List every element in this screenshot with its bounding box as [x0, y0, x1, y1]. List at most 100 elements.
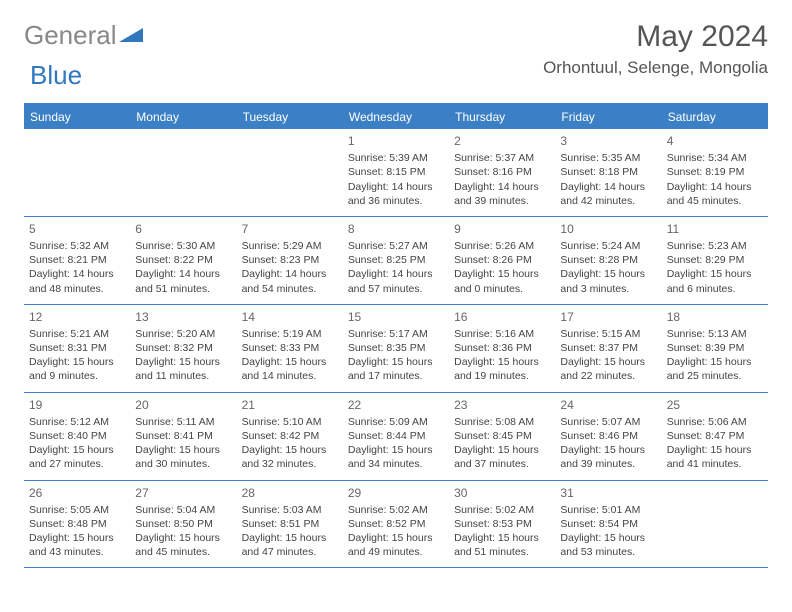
- sunrise-line: Sunrise: 5:06 AM: [667, 415, 763, 429]
- day-cell: [662, 481, 768, 568]
- sunrise-line: Sunrise: 5:03 AM: [242, 503, 338, 517]
- daylight-line: Daylight: 15 hours and 27 minutes.: [29, 443, 125, 471]
- weekday-header-cell: Thursday: [449, 105, 555, 129]
- weekday-header-cell: Monday: [130, 105, 236, 129]
- day-cell: 18Sunrise: 5:13 AMSunset: 8:39 PMDayligh…: [662, 305, 768, 392]
- week-row: 19Sunrise: 5:12 AMSunset: 8:40 PMDayligh…: [24, 393, 768, 481]
- day-cell: 11Sunrise: 5:23 AMSunset: 8:29 PMDayligh…: [662, 217, 768, 304]
- daylight-line: Daylight: 14 hours and 39 minutes.: [454, 180, 550, 208]
- day-cell: 7 Sunrise: 5:29 AMSunset: 8:23 PMDaylight…: [237, 217, 343, 304]
- day-cell: 10Sunrise: 5:24 AMSunset: 8:28 PMDayligh…: [555, 217, 661, 304]
- sunrise-line: Sunrise: 5:12 AM: [29, 415, 125, 429]
- day-number: 2: [454, 133, 550, 149]
- day-number: 20: [135, 397, 231, 413]
- daylight-line: Daylight: 14 hours and 42 minutes.: [560, 180, 656, 208]
- weekday-header-cell: Wednesday: [343, 105, 449, 129]
- location-text: Orhontuul, Selenge, Mongolia: [543, 58, 768, 78]
- sunset-line: Sunset: 8:23 PM: [242, 253, 338, 267]
- month-title: May 2024: [543, 20, 768, 54]
- weekday-header-cell: Tuesday: [237, 105, 343, 129]
- day-number: 23: [454, 397, 550, 413]
- week-row: 5Sunrise: 5:32 AMSunset: 8:21 PMDaylight…: [24, 217, 768, 305]
- daylight-line: Daylight: 15 hours and 39 minutes.: [560, 443, 656, 471]
- daylight-line: Daylight: 14 hours and 36 minutes.: [348, 180, 444, 208]
- sunset-line: Sunset: 8:48 PM: [29, 517, 125, 531]
- sunset-line: Sunset: 8:53 PM: [454, 517, 550, 531]
- sunrise-line: Sunrise: 5:08 AM: [454, 415, 550, 429]
- sunrise-line: Sunrise: 5:02 AM: [348, 503, 444, 517]
- day-cell: 8Sunrise: 5:27 AMSunset: 8:25 PMDaylight…: [343, 217, 449, 304]
- day-cell: 30Sunrise: 5:02 AMSunset: 8:53 PMDayligh…: [449, 481, 555, 568]
- day-cell: 15Sunrise: 5:17 AMSunset: 8:35 PMDayligh…: [343, 305, 449, 392]
- daylight-line: Daylight: 15 hours and 0 minutes.: [454, 267, 550, 295]
- day-number: 8: [348, 221, 444, 237]
- day-cell: 25Sunrise: 5:06 AMSunset: 8:47 PMDayligh…: [662, 393, 768, 480]
- sunrise-line: Sunrise: 5:09 AM: [348, 415, 444, 429]
- day-cell: 27Sunrise: 5:04 AMSunset: 8:50 PMDayligh…: [130, 481, 236, 568]
- daylight-line: Daylight: 15 hours and 14 minutes.: [242, 355, 338, 383]
- sunrise-line: Sunrise: 5:37 AM: [454, 151, 550, 165]
- sunset-line: Sunset: 8:33 PM: [242, 341, 338, 355]
- day-cell: 5Sunrise: 5:32 AMSunset: 8:21 PMDaylight…: [24, 217, 130, 304]
- daylight-line: Daylight: 15 hours and 32 minutes.: [242, 443, 338, 471]
- day-cell: 16Sunrise: 5:16 AMSunset: 8:36 PMDayligh…: [449, 305, 555, 392]
- logo: General: [24, 20, 145, 51]
- logo-text-2: Blue: [30, 60, 82, 90]
- title-block: May 2024 Orhontuul, Selenge, Mongolia: [543, 20, 768, 78]
- sunset-line: Sunset: 8:40 PM: [29, 429, 125, 443]
- weekday-header-cell: Sunday: [24, 105, 130, 129]
- weekday-header-cell: Friday: [555, 105, 661, 129]
- sunset-line: Sunset: 8:15 PM: [348, 165, 444, 179]
- day-cell: 20Sunrise: 5:11 AMSunset: 8:41 PMDayligh…: [130, 393, 236, 480]
- daylight-line: Daylight: 15 hours and 53 minutes.: [560, 531, 656, 559]
- sunrise-line: Sunrise: 5:11 AM: [135, 415, 231, 429]
- sunset-line: Sunset: 8:54 PM: [560, 517, 656, 531]
- day-cell: 3 Sunrise: 5:35 AMSunset: 8:18 PMDaylight…: [555, 129, 661, 216]
- sunset-line: Sunset: 8:29 PM: [667, 253, 763, 267]
- day-number: 26: [29, 485, 125, 501]
- sunrise-line: Sunrise: 5:39 AM: [348, 151, 444, 165]
- sunrise-line: Sunrise: 5:32 AM: [29, 239, 125, 253]
- sunrise-line: Sunrise: 5:23 AM: [667, 239, 763, 253]
- day-number: 3: [560, 133, 656, 149]
- day-number: 31: [560, 485, 656, 501]
- sunrise-line: Sunrise: 5:15 AM: [560, 327, 656, 341]
- day-number: 14: [242, 309, 338, 325]
- daylight-line: Daylight: 14 hours and 57 minutes.: [348, 267, 444, 295]
- sunrise-line: Sunrise: 5:29 AM: [242, 239, 338, 253]
- daylight-line: Daylight: 15 hours and 45 minutes.: [135, 531, 231, 559]
- sunset-line: Sunset: 8:47 PM: [667, 429, 763, 443]
- day-number: 29: [348, 485, 444, 501]
- sunset-line: Sunset: 8:21 PM: [29, 253, 125, 267]
- daylight-line: Daylight: 15 hours and 49 minutes.: [348, 531, 444, 559]
- daylight-line: Daylight: 15 hours and 47 minutes.: [242, 531, 338, 559]
- sunrise-line: Sunrise: 5:34 AM: [667, 151, 763, 165]
- day-cell: 14 Sunrise: 5:19 AMSunset: 8:33 PMDayligh…: [237, 305, 343, 392]
- day-number: 21: [242, 397, 338, 413]
- sunset-line: Sunset: 8:45 PM: [454, 429, 550, 443]
- day-cell: 19Sunrise: 5:12 AMSunset: 8:40 PMDayligh…: [24, 393, 130, 480]
- sunset-line: Sunset: 8:44 PM: [348, 429, 444, 443]
- day-cell: 2Sunrise: 5:37 AMSunset: 8:16 PMDaylight…: [449, 129, 555, 216]
- daylight-line: Daylight: 14 hours and 45 minutes.: [667, 180, 763, 208]
- sunset-line: Sunset: 8:28 PM: [560, 253, 656, 267]
- sunset-line: Sunset: 8:51 PM: [242, 517, 338, 531]
- daylight-line: Daylight: 15 hours and 34 minutes.: [348, 443, 444, 471]
- day-number: 6: [135, 221, 231, 237]
- day-cell: 23Sunrise: 5:08 AMSunset: 8:45 PMDayligh…: [449, 393, 555, 480]
- day-cell: 22Sunrise: 5:09 AMSunset: 8:44 PMDayligh…: [343, 393, 449, 480]
- sunrise-line: Sunrise: 5:13 AM: [667, 327, 763, 341]
- weekday-header-cell: Saturday: [662, 105, 768, 129]
- sunrise-line: Sunrise: 5:35 AM: [560, 151, 656, 165]
- sunset-line: Sunset: 8:18 PM: [560, 165, 656, 179]
- day-cell: [130, 129, 236, 216]
- sunrise-line: Sunrise: 5:19 AM: [242, 327, 338, 341]
- day-number: 17: [560, 309, 656, 325]
- sunset-line: Sunset: 8:52 PM: [348, 517, 444, 531]
- sunset-line: Sunset: 8:37 PM: [560, 341, 656, 355]
- sunset-line: Sunset: 8:19 PM: [667, 165, 763, 179]
- sunrise-line: Sunrise: 5:01 AM: [560, 503, 656, 517]
- day-number: 7: [242, 221, 338, 237]
- daylight-line: Daylight: 14 hours and 54 minutes.: [242, 267, 338, 295]
- sunset-line: Sunset: 8:22 PM: [135, 253, 231, 267]
